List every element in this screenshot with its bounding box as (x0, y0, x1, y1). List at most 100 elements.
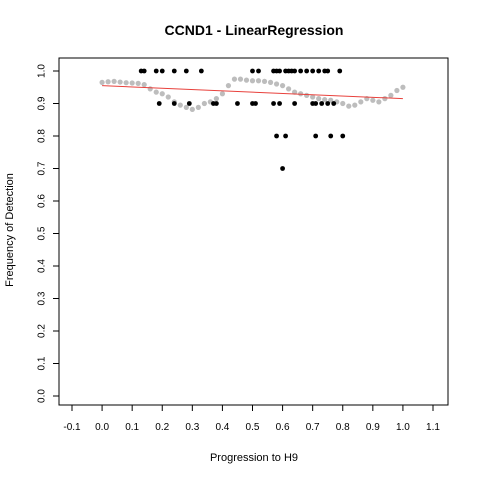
smooth-point (135, 80, 141, 86)
y-tick-label: 0.2 (37, 324, 48, 338)
data-point (141, 68, 147, 74)
y-tick-label: 0.3 (37, 291, 48, 305)
smooth-point (153, 89, 159, 95)
smooth-point (201, 100, 207, 107)
smooth-point (279, 83, 286, 89)
data-point (214, 101, 219, 106)
y-tick-label: 0.9 (37, 96, 48, 110)
y-axis: 0.0 0.1 0.2 0.3 0.4 0.5 0.6 0.7 0.8 0.9 1.0 (37, 64, 59, 403)
data-point (340, 133, 346, 139)
data-point (283, 133, 288, 139)
y-tick-label: 1.0 (37, 64, 48, 78)
smooth-series (99, 76, 406, 112)
smooth-point (388, 92, 394, 98)
smooth-point (328, 97, 334, 103)
data-point (313, 133, 319, 139)
y-tick-label: 0.6 (37, 194, 48, 208)
smooth-point (105, 79, 111, 85)
x-tick-label: 1.0 (396, 422, 410, 433)
smooth-point (111, 78, 117, 84)
smooth-point (159, 91, 165, 97)
data-point (253, 101, 258, 106)
regression-series (102, 85, 403, 100)
plot-frame (58, 57, 449, 406)
data-point (156, 101, 162, 106)
smooth-point (286, 86, 292, 92)
data-point (250, 68, 255, 74)
data-point (171, 68, 177, 74)
smooth-point (267, 79, 274, 85)
smooth-point (394, 87, 400, 94)
smooth-point (273, 81, 280, 87)
smooth-point (249, 78, 256, 84)
y-tick-label: 0.5 (37, 226, 48, 240)
x-tick-label: -0.1 (63, 422, 81, 433)
x-tick-label: 0.0 (95, 422, 109, 433)
smooth-point (129, 80, 135, 86)
smooth-point (237, 76, 244, 82)
smooth-point (255, 78, 262, 84)
y-tick-label: 0.0 (37, 389, 48, 403)
y-tick-label: 0.4 (37, 259, 48, 273)
smooth-point (225, 83, 232, 89)
smooth-point (219, 91, 226, 97)
data-point (310, 68, 316, 74)
smooth-point (310, 94, 316, 100)
data-point (292, 68, 298, 74)
smooth-point (370, 97, 376, 103)
x-axis: -0.1 0.0 0.1 0.2 0.3 0.4 0.5 0.6 0.7 0.8 0.9 1.0 1.1 (63, 405, 440, 433)
smooth-point (177, 102, 183, 108)
x-tick-label: 0.5 (246, 422, 260, 433)
smooth-point (376, 99, 382, 105)
data-point (313, 101, 319, 106)
data-point (304, 68, 310, 74)
smooth-point (316, 96, 322, 102)
x-tick-label: 0.2 (155, 422, 169, 433)
smooth-point (189, 106, 195, 112)
x-tick-label: 0.3 (185, 422, 199, 433)
smooth-point (99, 79, 105, 85)
data-point (298, 68, 304, 74)
data-point (328, 133, 334, 139)
data-point (280, 166, 285, 171)
smooth-point (340, 100, 346, 107)
x-tick-label: 0.6 (276, 422, 290, 433)
data-point (316, 68, 322, 74)
y-tick-label: 0.1 (37, 356, 48, 370)
x-tick-label: 1.1 (426, 422, 440, 433)
data-point (337, 68, 343, 74)
x-tick-label: 0.4 (215, 422, 229, 433)
x-axis-label: Progression to H9 (210, 452, 298, 464)
smooth-point (141, 82, 147, 88)
smooth-point (147, 86, 153, 92)
data-point (277, 101, 282, 106)
data-point (159, 68, 165, 74)
chart-title: CCND1 - LinearRegression (165, 22, 344, 38)
y-tick-label: 0.7 (37, 161, 48, 175)
y-tick-label: 0.8 (37, 129, 48, 143)
data-point (235, 101, 240, 106)
data-point (292, 101, 298, 106)
y-axis-label: Frequency of Detection (4, 173, 16, 287)
data-point (277, 68, 282, 74)
smooth-point (243, 77, 250, 83)
point-series (138, 68, 346, 171)
data-point (171, 101, 177, 106)
smooth-point (358, 99, 364, 105)
data-point (198, 68, 204, 74)
smooth-point (352, 102, 358, 108)
data-point (271, 101, 276, 106)
smooth-point (346, 103, 352, 109)
smooth-point (165, 94, 171, 100)
data-point (256, 68, 261, 74)
data-point (319, 101, 325, 106)
smooth-point (123, 80, 129, 86)
x-tick-label: 0.7 (306, 422, 320, 433)
smooth-point (231, 76, 238, 82)
data-point (325, 101, 331, 106)
x-tick-label: 0.9 (366, 422, 380, 433)
smooth-point (382, 96, 388, 102)
data-point (153, 68, 159, 74)
smooth-point (195, 104, 201, 110)
